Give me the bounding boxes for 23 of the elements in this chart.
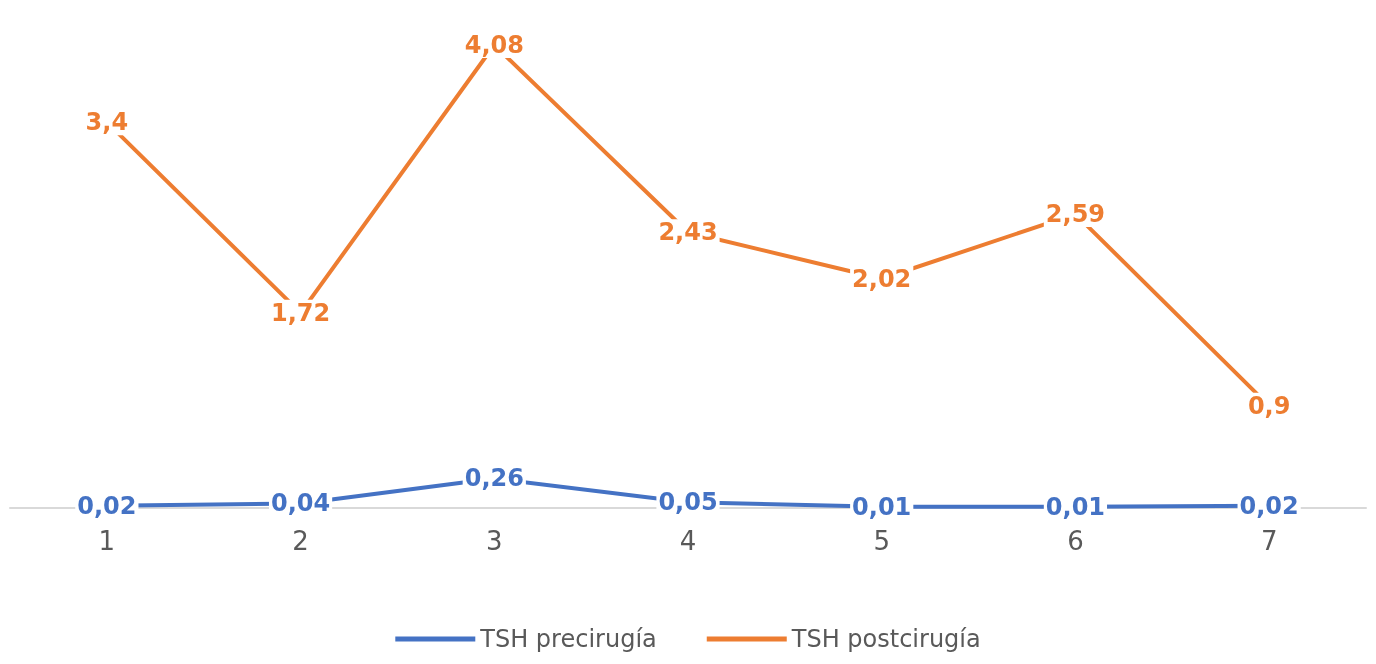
- data-label: 0,05: [658, 488, 718, 517]
- data-label: 0,9: [1247, 391, 1291, 420]
- x-tick-label: 5: [873, 526, 890, 556]
- data-label: 1,72: [270, 298, 331, 327]
- data-label: 0,01: [852, 492, 912, 521]
- data-label: 2,43: [658, 218, 718, 247]
- data-label: 0,01: [1045, 492, 1106, 521]
- data-label: 0,02: [77, 491, 137, 520]
- x-tick-label: 4: [679, 526, 697, 556]
- data-label: 3,4: [85, 108, 129, 137]
- data-label: 2,59: [1045, 200, 1106, 229]
- x-tick-label: 2: [292, 526, 309, 556]
- x-tick-label: 3: [486, 526, 503, 556]
- data-label: 2,02: [852, 264, 912, 293]
- data-label: 0,04: [270, 489, 331, 518]
- legend-label: TSH postcirugía: [790, 625, 981, 653]
- x-tick-label: 1: [98, 526, 116, 556]
- data-label: 0,02: [1239, 491, 1299, 520]
- legend-label: TSH precirugía: [479, 625, 657, 653]
- data-label: 4,08: [464, 31, 524, 59]
- x-tick-label: 7: [1260, 526, 1278, 556]
- data-label: 0,26: [464, 464, 524, 493]
- x-tick-label: 6: [1067, 526, 1084, 556]
